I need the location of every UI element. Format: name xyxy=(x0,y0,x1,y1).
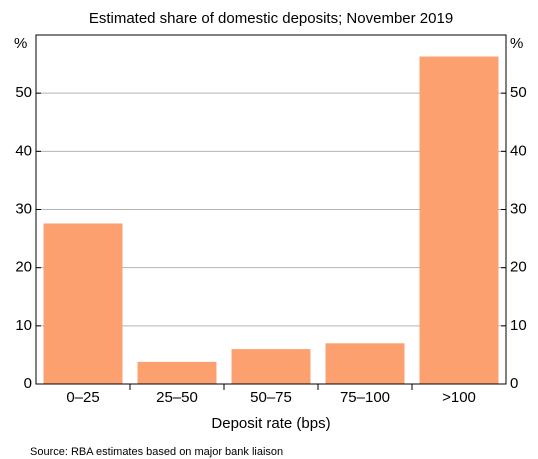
source-note: Source: RBA estimates based on major ban… xyxy=(30,446,283,458)
y-tick-label: 0 xyxy=(24,375,32,392)
bar xyxy=(231,349,311,384)
y-unit-right: % xyxy=(510,35,523,52)
plot-frame xyxy=(35,34,507,385)
bar xyxy=(43,223,123,384)
x-tick-label: 50–75 xyxy=(250,389,292,406)
x-tick-label: >100 xyxy=(442,389,476,406)
bar xyxy=(419,56,499,384)
y-tick-label: 20 xyxy=(15,259,32,276)
x-tick-label: 75–100 xyxy=(340,389,390,406)
bar xyxy=(137,361,217,384)
chart-subtitle: Estimated share of domestic deposits; No… xyxy=(89,10,453,27)
y-tick-label: 10 xyxy=(15,317,32,334)
y-tick-label: 50 xyxy=(15,84,32,101)
y-tick-label: 40 xyxy=(15,142,32,159)
bar xyxy=(325,343,405,384)
y2-tick-label: 30 xyxy=(510,200,527,217)
y2-tick-label: 40 xyxy=(510,142,527,159)
x-tick-label: 25–50 xyxy=(156,389,198,406)
y-tick-label: 30 xyxy=(15,200,32,217)
x-tick-label: 0–25 xyxy=(66,389,99,406)
x-axis-label: Deposit rate (bps) xyxy=(211,415,330,432)
y2-tick-label: 10 xyxy=(510,317,527,334)
y-unit-left: % xyxy=(14,35,27,52)
y2-tick-label: 20 xyxy=(510,259,527,276)
y2-tick-label: 0 xyxy=(510,375,518,392)
y2-tick-label: 50 xyxy=(510,84,527,101)
